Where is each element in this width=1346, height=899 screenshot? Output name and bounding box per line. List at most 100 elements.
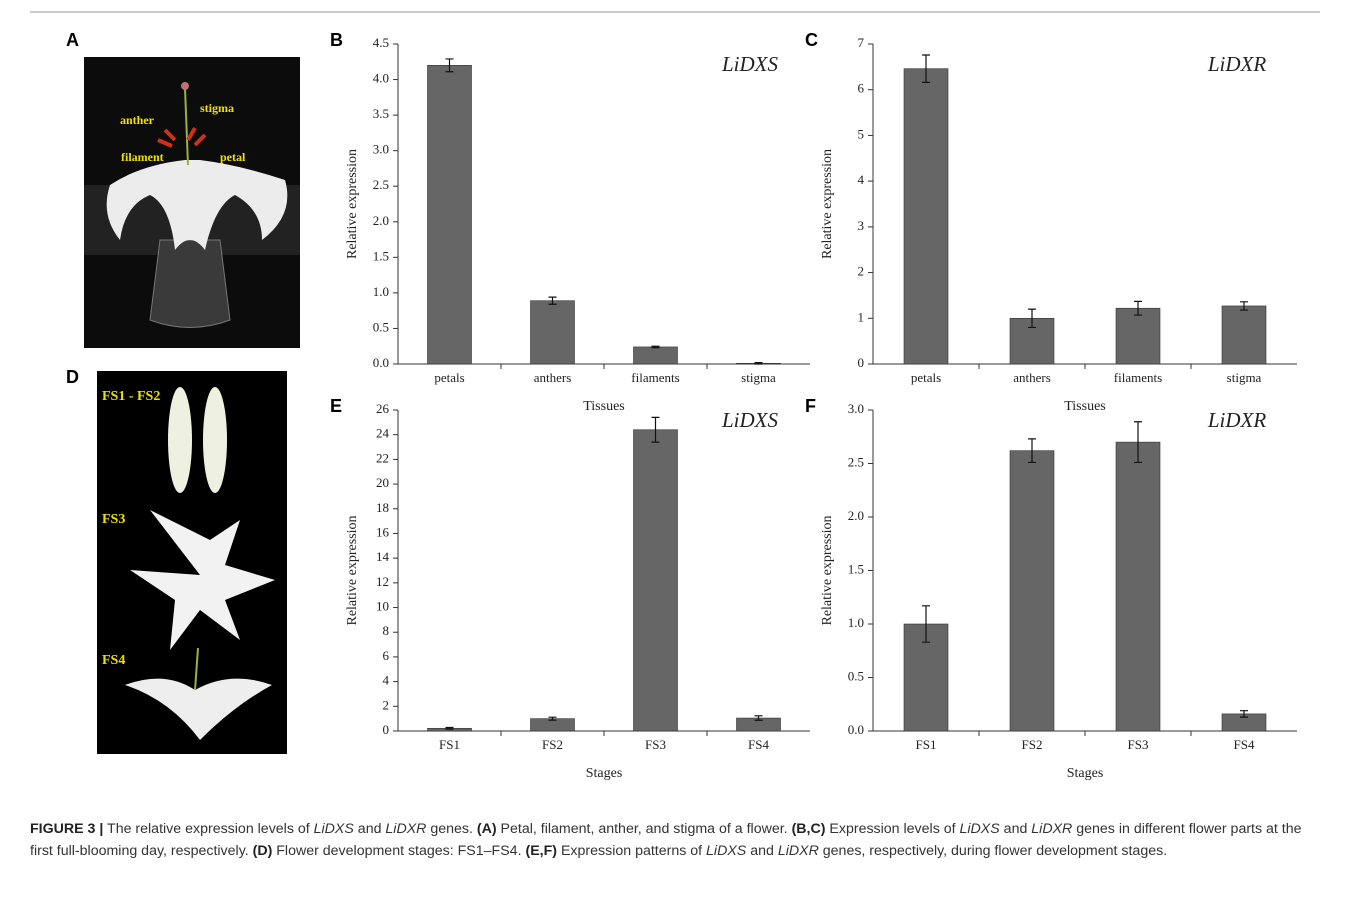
bar xyxy=(1115,441,1161,732)
panel-label: C xyxy=(805,30,818,50)
bar xyxy=(903,68,949,365)
y-tick-label: 4.0 xyxy=(373,71,389,86)
side-flower xyxy=(125,678,272,740)
y-tick-label: 1.5 xyxy=(848,561,864,576)
photo-label: petal xyxy=(220,150,246,164)
error-bar xyxy=(922,605,930,643)
x-tick-label: FS3 xyxy=(1128,737,1149,752)
caption-part: The relative expression levels of xyxy=(103,821,314,837)
y-axis-label: Relative expression xyxy=(820,515,835,625)
y-tick-label: 6 xyxy=(858,81,865,96)
caption-part: LiDXR xyxy=(385,821,427,837)
caption-part: Expression levels of xyxy=(825,821,960,837)
caption-part: Expression patterns of xyxy=(557,843,707,859)
photo-label: FS4 xyxy=(102,653,125,668)
y-tick-label: 2.0 xyxy=(848,508,864,523)
bar xyxy=(1009,450,1055,732)
x-axis-label: Tissues xyxy=(583,399,625,414)
error-bar xyxy=(754,361,763,365)
y-tick-label: 0 xyxy=(858,355,865,370)
x-axis-label: Stages xyxy=(586,766,623,781)
x-tick-label: petals xyxy=(434,370,464,385)
error-bar xyxy=(754,715,763,721)
error-bar xyxy=(1028,438,1036,464)
x-tick-label: filaments xyxy=(1114,370,1162,385)
caption-part: genes, respectively, during flower devel… xyxy=(818,843,1168,859)
x-tick-label: stigma xyxy=(741,370,776,385)
x-tick-label: filaments xyxy=(631,370,679,385)
chart-title: LiDXR xyxy=(1207,52,1267,76)
y-tick-label: 12 xyxy=(376,574,389,589)
pistil xyxy=(194,647,199,691)
caption-part: (D) xyxy=(252,843,273,859)
caption-part: and xyxy=(746,843,778,859)
x-tick-label: anthers xyxy=(1013,370,1051,385)
chart-title: LiDXR xyxy=(1207,408,1267,432)
y-tick-label: 24 xyxy=(376,426,390,441)
bud xyxy=(168,387,192,493)
y-tick-label: 3.0 xyxy=(848,401,864,416)
caption-part: LiDXS xyxy=(313,821,354,837)
y-tick-label: 0.5 xyxy=(848,668,864,683)
y-tick-label: 0 xyxy=(383,722,390,737)
error-bar xyxy=(651,345,660,349)
caption-part: FIGURE 3 | xyxy=(30,821,104,837)
bud xyxy=(203,387,227,493)
caption-part: LiDXS xyxy=(706,843,747,859)
y-tick-label: 3 xyxy=(858,218,865,233)
panel-label: E xyxy=(330,396,342,416)
caption-part: LiDXR xyxy=(1031,821,1073,837)
caption-part: genes. xyxy=(426,821,477,837)
y-tick-label: 16 xyxy=(376,524,390,539)
photo-a: anther stigma filament petal A xyxy=(66,30,300,348)
photo-label: filament xyxy=(121,150,164,164)
y-tick-label: 6 xyxy=(383,648,390,663)
x-tick-label: FS3 xyxy=(645,737,666,752)
error-bar xyxy=(548,716,557,721)
caption-part: and xyxy=(353,821,386,837)
x-tick-label: FS1 xyxy=(916,737,937,752)
y-tick-label: 1.5 xyxy=(373,248,389,263)
x-tick-label: FS2 xyxy=(542,737,563,752)
x-tick-label: anthers xyxy=(534,370,572,385)
panel-label: F xyxy=(805,396,816,416)
x-tick-label: stigma xyxy=(1227,370,1262,385)
x-axis-label: Stages xyxy=(1067,766,1104,781)
y-tick-label: 1.0 xyxy=(848,615,864,630)
caption-part: (A) xyxy=(476,821,497,837)
panel-label: A xyxy=(66,30,79,50)
bar xyxy=(1221,305,1267,365)
caption-part: (B,C) xyxy=(791,821,826,837)
error-bar xyxy=(1240,301,1248,311)
bar xyxy=(1115,307,1161,365)
flask xyxy=(149,239,231,328)
x-tick-label: FS4 xyxy=(1234,737,1255,752)
y-tick-label: 18 xyxy=(376,500,389,515)
y-tick-label: 3.0 xyxy=(373,142,389,157)
error-bar xyxy=(445,726,454,730)
caption-part: and xyxy=(999,821,1032,837)
y-tick-label: 5 xyxy=(858,126,865,141)
y-axis-label: Relative expression xyxy=(820,149,835,259)
y-tick-label: 8 xyxy=(383,623,390,638)
chart-title: LiDXS xyxy=(721,408,779,432)
photo-label: FS1 - FS2 xyxy=(102,389,160,404)
x-axis-label: Tissues xyxy=(1064,399,1106,414)
caption-part: LiDXS xyxy=(959,821,1000,837)
anthers xyxy=(157,126,207,148)
caption-part: LiDXR xyxy=(777,843,819,859)
stigma xyxy=(181,82,189,90)
y-tick-label: 2.5 xyxy=(848,454,864,469)
error-bar xyxy=(922,54,930,83)
y-tick-label: 2 xyxy=(383,697,390,712)
x-tick-label: FS1 xyxy=(439,737,460,752)
y-tick-label: 2.5 xyxy=(373,177,389,192)
x-tick-label: FS2 xyxy=(1022,737,1043,752)
error-bar xyxy=(1134,421,1142,464)
bar xyxy=(633,346,678,365)
panel-label: B xyxy=(330,30,343,50)
y-tick-label: 20 xyxy=(376,475,389,490)
petals xyxy=(106,160,288,250)
